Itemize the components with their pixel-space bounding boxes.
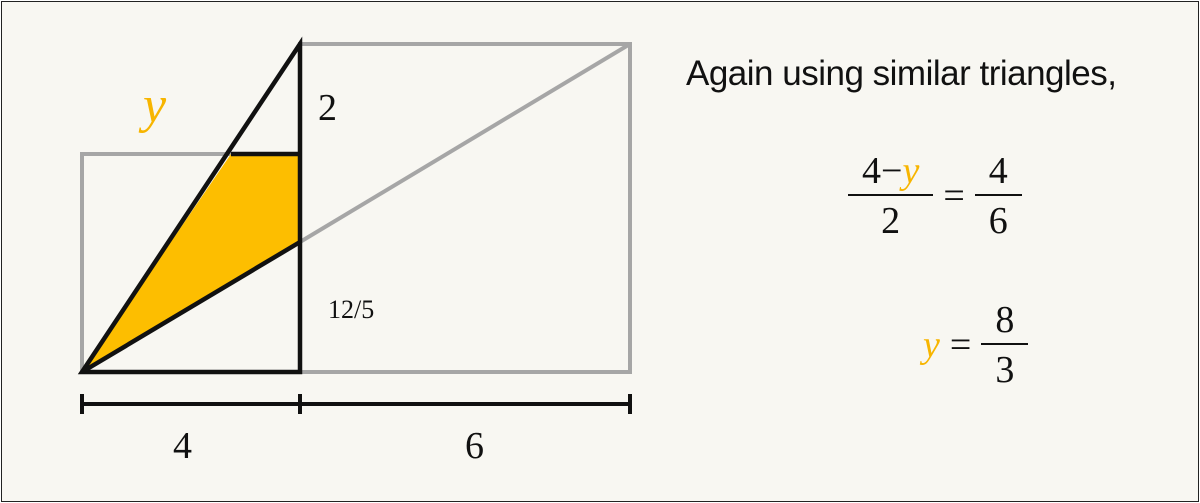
- rhs-fraction: 4 6: [974, 150, 1022, 242]
- width-left-label: 4: [173, 425, 192, 467]
- solution-denominator: 3: [995, 349, 1015, 391]
- fraction-bar: [848, 194, 934, 196]
- side-top-label: 2: [318, 87, 337, 129]
- solution-numerator: 8: [995, 299, 1015, 341]
- solution-variable: y: [923, 324, 940, 366]
- rhs-denominator: 6: [988, 200, 1008, 242]
- side-bottom-label: 12/5: [328, 295, 374, 324]
- explanation-heading: Again using similar triangles,: [686, 54, 1117, 93]
- equals-sign: =: [949, 324, 972, 366]
- lhs-numerator: 4−y: [848, 150, 933, 194]
- highlighted-region: [82, 154, 300, 372]
- solution-equation: y = 8 3: [923, 299, 1029, 391]
- equals-sign: =: [943, 175, 965, 217]
- large-triangle-outline: [77, 36, 303, 375]
- proportion-equation: 4−y 2 = 4 6: [848, 150, 1022, 242]
- numerator-prefix: 4−: [862, 150, 903, 192]
- fraction-bar: [981, 343, 1029, 345]
- width-right-label: 6: [465, 425, 484, 467]
- lower-diagonal-line: [80, 240, 302, 374]
- rhs-numerator: 4: [988, 150, 1008, 192]
- lhs-denominator: 2: [881, 200, 901, 242]
- rectangle-diagonal: [298, 42, 632, 244]
- lhs-fraction: 4−y 2: [848, 150, 934, 242]
- numerator-variable: y: [902, 150, 920, 192]
- y-label: y: [138, 77, 167, 134]
- solution-fraction: 8 3: [981, 299, 1029, 391]
- fraction-bar: [974, 194, 1022, 196]
